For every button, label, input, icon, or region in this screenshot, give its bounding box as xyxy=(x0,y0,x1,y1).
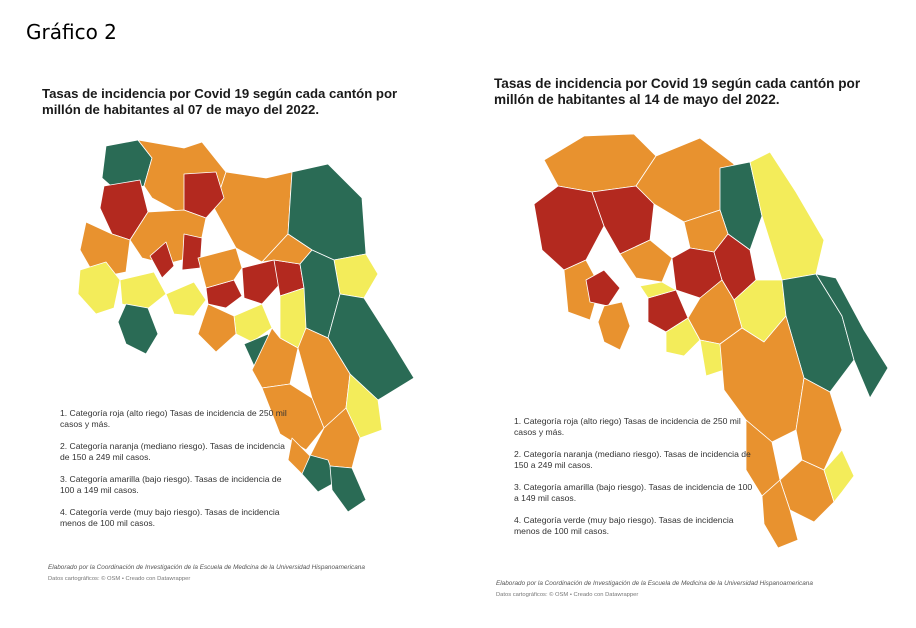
canton-regions xyxy=(77,139,415,513)
canton-region xyxy=(149,241,175,279)
canton-region xyxy=(639,281,677,299)
legend-item-green: 4. Categoría verde (muy bajo riesgo). Ta… xyxy=(60,507,280,528)
canton-region xyxy=(333,253,379,299)
canton-region xyxy=(815,273,889,399)
canton-region xyxy=(241,259,281,305)
canton-region xyxy=(117,303,159,355)
source-line: Datos cartográficos: © OSM • Creado con … xyxy=(496,592,639,598)
source-line: Datos cartográficos: © OSM • Creado con … xyxy=(48,576,191,582)
canton-region xyxy=(823,449,855,503)
canton-region xyxy=(181,233,203,271)
legend-item-red: 1. Categoría roja (alto riego) Tasas de … xyxy=(60,408,287,429)
legend-item-orange: 2. Categoría naranja (mediano riesgo). T… xyxy=(514,449,751,470)
canton-region xyxy=(287,437,311,475)
costa-rica-choropleth-map xyxy=(533,133,889,549)
map-legend: 1. Categoría roja (alto riego) Tasas de … xyxy=(60,408,290,540)
legend-item-orange: 2. Categoría naranja (mediano riesgo). T… xyxy=(60,441,285,462)
canton-region xyxy=(749,151,825,281)
canton-region xyxy=(165,281,207,317)
map-title: Tasas de incidencia por Covid 19 según c… xyxy=(494,76,861,107)
canton-region xyxy=(665,317,701,357)
canton-region xyxy=(119,271,167,311)
canton-region xyxy=(597,301,631,351)
map-legend: 1. Categoría roja (alto riego) Tasas de … xyxy=(514,416,754,548)
credit-line: Elaborado por la Coordinación de Investi… xyxy=(48,564,365,571)
legend-item-yellow: 3. Categoría amarilla (bajo riesgo). Tas… xyxy=(514,482,753,503)
legend-item-red: 1. Categoría roja (alto riego) Tasas de … xyxy=(514,416,741,437)
canton-region xyxy=(79,221,131,279)
map-panel-may-07: Tasas de incidencia por Covid 19 según c… xyxy=(28,86,428,586)
costa-rica-choropleth-map xyxy=(77,139,415,513)
canton-region xyxy=(197,303,237,353)
credit-line: Elaborado por la Coordinación de Investi… xyxy=(496,580,813,587)
canton-region xyxy=(183,171,225,219)
canton-region xyxy=(585,269,621,307)
canton-region xyxy=(329,465,367,513)
canton-region xyxy=(619,239,673,283)
legend-item-yellow: 3. Categoría amarilla (bajo riesgo). Tas… xyxy=(60,474,282,495)
page-heading: Gráfico 2 xyxy=(26,20,117,44)
canton-region xyxy=(795,377,843,471)
canton-region xyxy=(197,247,243,289)
map-panel-may-14: Tasas de incidencia por Covid 19 según c… xyxy=(488,76,902,606)
legend-item-green: 4. Categoría verde (muy bajo riesgo). Ta… xyxy=(514,515,734,536)
canton-regions xyxy=(533,133,889,549)
map-title: Tasas de incidencia por Covid 19 según c… xyxy=(42,86,398,117)
canton-region xyxy=(533,185,605,271)
canton-region xyxy=(761,479,799,549)
canton-region xyxy=(345,373,383,439)
canton-region xyxy=(77,261,121,315)
